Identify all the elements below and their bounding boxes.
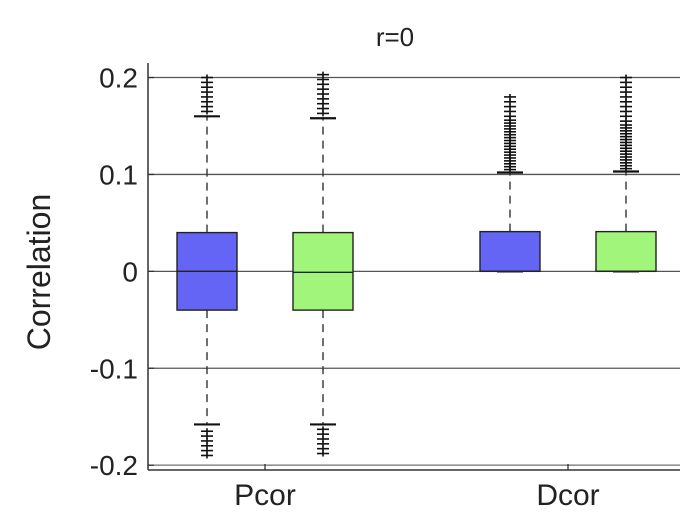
box-iqr bbox=[292, 231, 354, 311]
y-tick-label: 0 bbox=[122, 256, 138, 287]
box-iqr bbox=[595, 230, 657, 273]
outlier-point bbox=[201, 452, 213, 459]
outlier-point bbox=[317, 71, 329, 78]
y-tick-label: 0.2 bbox=[99, 63, 138, 94]
y-tick-label: 0.1 bbox=[99, 159, 138, 190]
y-axis-label: Correlation bbox=[21, 194, 57, 351]
y-tick-label: -0.2 bbox=[90, 450, 138, 481]
plot-area: -0.2 -0.1 0 0.1 0.2 Pcor Dcor bbox=[90, 63, 680, 512]
chart-title: r=0 bbox=[376, 22, 414, 52]
x-category-label: Dcor bbox=[536, 479, 599, 512]
x-category-label: Pcor bbox=[234, 479, 296, 512]
outlier-point bbox=[620, 74, 632, 81]
outlier-point bbox=[504, 93, 516, 100]
outlier-point bbox=[201, 74, 213, 81]
y-tick-label: -0.1 bbox=[90, 353, 138, 384]
box-iqr bbox=[479, 230, 541, 273]
outlier-point bbox=[317, 450, 329, 457]
